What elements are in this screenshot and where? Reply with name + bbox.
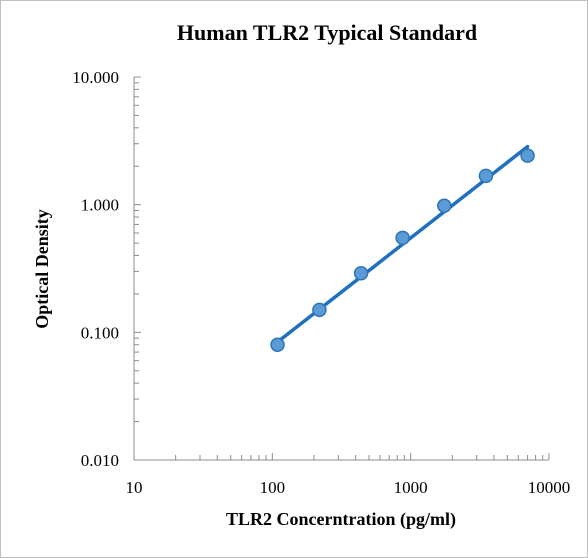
data-point [437,198,452,214]
y-tick-label: 1.000 [81,196,119,215]
tick-labels: 10 100 1000 10000 0.010 0.100 1.000 10.000 [72,68,570,497]
data-points [270,148,535,352]
x-tick-label: 10 [126,478,143,497]
axes [133,76,550,461]
data-point [478,168,494,184]
x-tick-label: 10000 [528,478,571,497]
data-point [353,266,369,281]
x-axis-title: TLR2 Concerntration (pg/ml) [226,509,456,530]
data-point [312,302,327,318]
data-point [270,337,285,352]
x-tick-label: 1000 [394,478,428,497]
data-point [395,230,410,246]
chart-title: Human TLR2 Typical Standard [177,20,477,45]
y-tick-label: 0.100 [81,323,119,342]
y-tick-label: 0.010 [81,451,119,470]
y-tick-label: 10.000 [72,68,119,87]
y-axis-title: Optical Density [32,209,52,329]
data-point [520,148,535,163]
x-tick-label: 100 [260,478,286,497]
